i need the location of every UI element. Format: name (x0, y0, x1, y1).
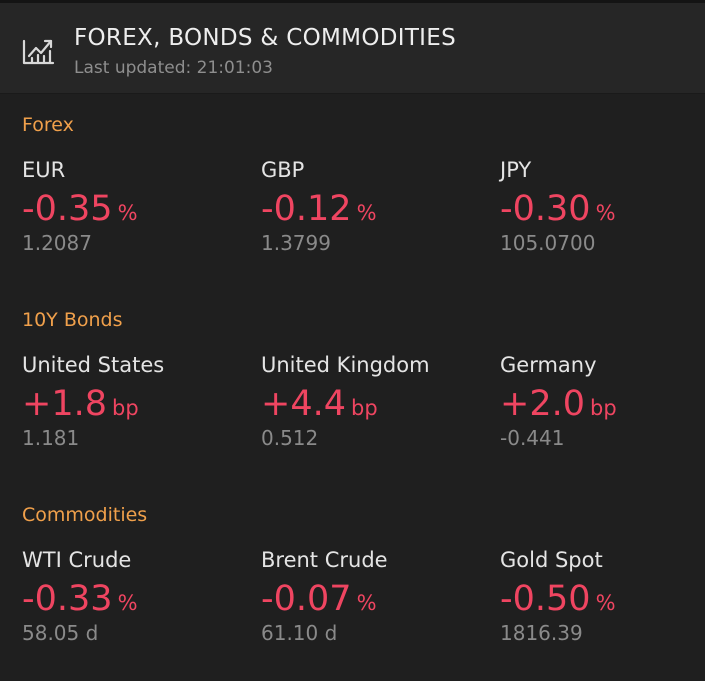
quote-name: WTI Crude (22, 548, 132, 572)
quote-name: Germany (500, 353, 597, 377)
quote-value: 0.512 (261, 426, 319, 450)
quote-change: +4.4 bp (261, 384, 491, 424)
section-label-bonds: 10Y Bonds (22, 309, 123, 331)
quote-change: -0.50% (500, 579, 705, 619)
change-value: -0.33 (22, 579, 113, 619)
quote-change: +1.8 bp (22, 384, 252, 424)
quote-value: 105.0700 (500, 231, 596, 255)
quote-name: United States (22, 353, 165, 377)
change-value: +2.0 (500, 384, 585, 424)
change-value: -0.30 (500, 189, 591, 229)
quote-name: United Kingdom (261, 353, 430, 377)
last-updated: Last updated: 21:01:03 (74, 58, 273, 78)
change-unit: bp (112, 396, 139, 420)
quote-brent-crude[interactable]: Brent Crude -0.07% 61.10 d (261, 547, 491, 646)
change-unit: % (595, 591, 616, 615)
quote-wti-crude[interactable]: WTI Crude -0.33% 58.05 d (22, 547, 252, 646)
change-unit: % (595, 201, 616, 225)
quote-name: Gold Spot (500, 548, 603, 572)
quote-value: -0.441 (500, 426, 565, 450)
change-unit: % (117, 201, 138, 225)
quote-change: -0.33% (22, 579, 252, 619)
change-value: -0.12 (261, 189, 352, 229)
quote-name: Brent Crude (261, 548, 388, 572)
quote-eur[interactable]: EUR -0.35% 1.2087 (22, 157, 252, 256)
change-unit: % (117, 591, 138, 615)
quote-gold-spot[interactable]: Gold Spot -0.50% 1816.39 (500, 547, 705, 646)
quote-change: -0.07% (261, 579, 491, 619)
quote-name: EUR (22, 158, 66, 182)
change-value: +4.4 (261, 384, 346, 424)
quote-name: GBP (261, 158, 305, 182)
quote-gbp[interactable]: GBP -0.12% 1.3799 (261, 157, 491, 256)
quote-change: -0.35% (22, 189, 252, 229)
quote-change: +2.0 bp (500, 384, 705, 424)
top-edge (0, 0, 705, 3)
change-value: -0.50 (500, 579, 591, 619)
quote-value: 1816.39 (500, 621, 583, 645)
change-value: -0.35 (22, 189, 113, 229)
quote-germany[interactable]: Germany +2.0 bp -0.441 (500, 352, 705, 451)
change-unit: % (356, 201, 377, 225)
quote-change: -0.12% (261, 189, 491, 229)
change-value: +1.8 (22, 384, 107, 424)
chart-trend-icon (22, 39, 55, 65)
section-label-forex: Forex (22, 114, 74, 136)
quote-jpy[interactable]: JPY -0.30% 105.0700 (500, 157, 705, 256)
quote-united-states[interactable]: United States +1.8 bp 1.181 (22, 352, 252, 451)
quote-value: 1.181 (22, 426, 80, 450)
quote-united-kingdom[interactable]: United Kingdom +4.4 bp 0.512 (261, 352, 491, 451)
change-unit: bp (351, 396, 378, 420)
quote-value: 1.2087 (22, 231, 92, 255)
quote-value: 1.3799 (261, 231, 331, 255)
section-label-commodities: Commodities (22, 504, 148, 526)
change-unit: bp (590, 396, 617, 420)
quote-name: JPY (500, 158, 532, 182)
widget-header: FOREX, BONDS & COMMODITIES Last updated:… (0, 3, 705, 94)
change-unit: % (356, 591, 377, 615)
widget-title: FOREX, BONDS & COMMODITIES (74, 25, 456, 51)
quote-value: 61.10 d (261, 621, 338, 645)
quote-value: 58.05 d (22, 621, 99, 645)
quote-change: -0.30% (500, 189, 705, 229)
change-value: -0.07 (261, 579, 352, 619)
